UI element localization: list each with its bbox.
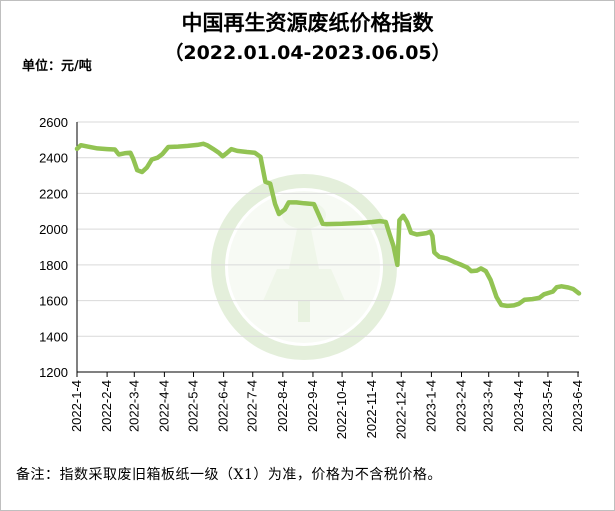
- unit-label: 单位：元/吨: [22, 59, 92, 74]
- y-tick-label-1400: 1400: [39, 329, 68, 344]
- y-tick-label-2200: 2200: [39, 186, 68, 201]
- series-layer: [74, 141, 582, 309]
- x-tick-label-2022-10-4: 2022-10-4: [334, 380, 349, 439]
- x-tick-label-2022-11-4: 2022-11-4: [364, 380, 379, 438]
- y-tick-label-2600: 2600: [39, 115, 68, 130]
- y-tick-label-1600: 1600: [39, 294, 68, 309]
- x-tick-label-2022-12-4: 2022-12-4: [393, 380, 408, 439]
- x-tick-label-2022-6-4: 2022-6-4: [216, 380, 231, 432]
- x-tick-label-2022-1-4: 2022-1-4: [69, 380, 84, 432]
- x-tick-label-2023-6-4: 2023-6-4: [570, 380, 585, 432]
- x-tick-label-2023-5-4: 2023-5-4: [540, 380, 555, 432]
- x-tick-label-2022-2-4: 2022-2-4: [99, 380, 114, 432]
- x-tick-label-2023-4-4: 2023-4-4: [511, 380, 526, 432]
- watermark-logo: [211, 174, 397, 360]
- y-axis: 1200 1400 1600 1800 2000 2200 2400 2600: [39, 115, 78, 380]
- x-tick-label-2022-8-4: 2022-8-4: [275, 380, 290, 432]
- y-tick-label-2400: 2400: [39, 151, 68, 166]
- y-tick-label-1800: 1800: [39, 258, 68, 273]
- y-tick-label-1200: 1200: [39, 365, 68, 380]
- chart-subtitle: （2022.01.04-2023.06.05）: [164, 42, 451, 64]
- x-axis: 2022-1-4 2022-2-4 2022-3-4 2022-4-4 2022-5-4…: [69, 371, 585, 439]
- chart-title: 中国再生资源废纸价格指数: [181, 10, 434, 35]
- x-tick-label-2022-9-4: 2022-9-4: [305, 380, 320, 432]
- x-tick-label-2023-2-4: 2023-2-4: [454, 380, 469, 432]
- x-tick-label-2023-3-4: 2023-3-4: [481, 380, 496, 432]
- x-tick-label-2022-3-4: 2022-3-4: [126, 380, 141, 432]
- footnote: 备注：指数采取废旧箱板纸一级（X1）为准，价格为不含税价格。: [16, 467, 442, 483]
- series-line-0: [74, 141, 582, 309]
- x-tick-label-2022-4-4: 2022-4-4: [156, 380, 171, 432]
- y-tick-label-2000: 2000: [39, 222, 68, 237]
- x-tick-label-2023-1-4: 2023-1-4: [423, 380, 438, 432]
- x-tick-label-2022-5-4: 2022-5-4: [186, 380, 201, 432]
- x-tick-label-2022-7-4: 2022-7-4: [245, 380, 260, 432]
- grid-lines: [77, 121, 579, 337]
